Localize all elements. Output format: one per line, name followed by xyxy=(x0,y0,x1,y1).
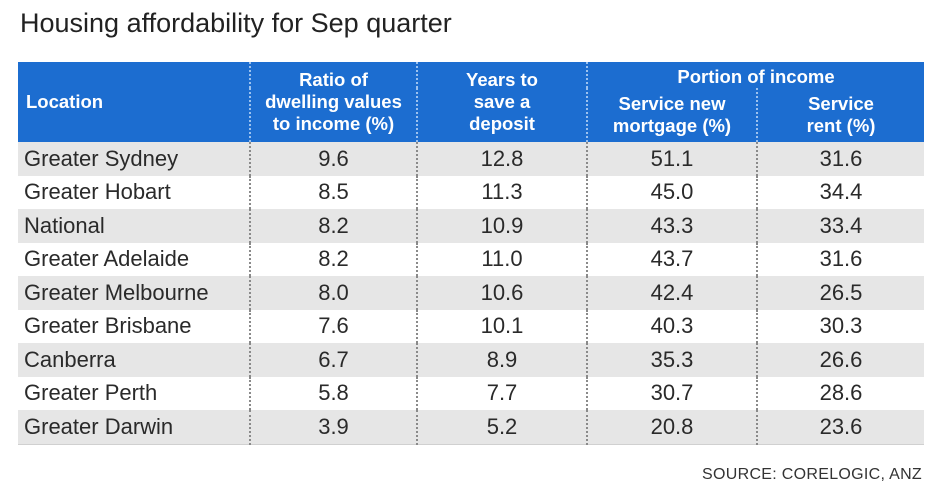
cell-years: 10.1 xyxy=(416,309,587,343)
cell-ratio: 5.8 xyxy=(249,376,417,410)
cell-ratio: 7.6 xyxy=(249,309,417,343)
header-mortgage-line-1: Service new xyxy=(618,93,726,114)
cell-mortgage: 45.0 xyxy=(586,175,757,209)
table-row: Greater Melbourne 8.0 10.6 42.4 26.5 xyxy=(18,276,924,310)
cell-rent: 31.6 xyxy=(756,242,924,276)
cell-location: National xyxy=(18,209,250,243)
affordability-table: Location Ratio of dwelling values to inc… xyxy=(18,62,924,445)
cell-ratio: 8.2 xyxy=(249,209,417,243)
cell-years: 11.3 xyxy=(416,175,587,209)
header-years-line-1: Years to xyxy=(466,69,538,90)
chart-title: Housing affordability for Sep quarter xyxy=(20,8,452,38)
cell-location: Greater Darwin xyxy=(18,410,250,445)
cell-rent: 23.6 xyxy=(756,410,924,445)
header-mortgage-line-2: mortgage (%) xyxy=(612,115,732,136)
table-row: Greater Darwin 3.9 5.2 20.8 23.6 xyxy=(18,410,924,445)
header-rent-line-1: Service xyxy=(808,93,874,114)
cell-rent: 34.4 xyxy=(756,175,924,209)
header-mortgage: Service new mortgage (%) xyxy=(586,88,757,142)
header-portion-of-income: Portion of income xyxy=(586,62,924,88)
cell-rent: 33.4 xyxy=(756,209,924,243)
header-location: Location xyxy=(18,62,250,142)
cell-years: 10.9 xyxy=(416,209,587,243)
cell-mortgage: 35.3 xyxy=(586,343,757,377)
source-note: SOURCE: CORELOGIC, ANZ xyxy=(702,466,922,483)
cell-ratio: 9.6 xyxy=(249,142,417,176)
table-row: Canberra 6.7 8.9 35.3 26.6 xyxy=(18,343,924,377)
table-row: National 8.2 10.9 43.3 33.4 xyxy=(18,209,924,243)
cell-ratio: 3.9 xyxy=(249,410,417,445)
cell-ratio: 6.7 xyxy=(249,343,417,377)
header-ratio-line-2: dwelling values xyxy=(265,91,402,112)
table-row: Greater Perth 5.8 7.7 30.7 28.6 xyxy=(18,376,924,410)
cell-years: 12.8 xyxy=(416,142,587,176)
table-row: Greater Adelaide 8.2 11.0 43.7 31.6 xyxy=(18,242,924,276)
cell-location: Greater Hobart xyxy=(18,175,250,209)
cell-location: Greater Brisbane xyxy=(18,309,250,343)
cell-location: Canberra xyxy=(18,343,250,377)
table-row: Greater Sydney 9.6 12.8 51.1 31.6 xyxy=(18,142,924,176)
cell-mortgage: 20.8 xyxy=(586,410,757,445)
table-body: Greater Sydney 9.6 12.8 51.1 31.6 Greater Hob… xyxy=(18,142,924,445)
table-row: Greater Brisbane 7.6 10.1 40.3 30.3 xyxy=(18,309,924,343)
cell-ratio: 8.5 xyxy=(249,175,417,209)
cell-mortgage: 51.1 xyxy=(586,142,757,176)
cell-mortgage: 40.3 xyxy=(586,309,757,343)
cell-rent: 31.6 xyxy=(756,142,924,176)
header-ratio-line-3: to income (%) xyxy=(272,113,395,134)
cell-years: 7.7 xyxy=(416,376,587,410)
cell-rent: 30.3 xyxy=(756,309,924,343)
cell-rent: 26.5 xyxy=(756,276,924,310)
table-row: Greater Hobart 8.5 11.3 45.0 34.4 xyxy=(18,175,924,209)
table-header: Location Ratio of dwelling values to inc… xyxy=(18,62,924,142)
header-years-line-3: deposit xyxy=(469,113,535,134)
cell-ratio: 8.0 xyxy=(249,276,417,310)
cell-rent: 28.6 xyxy=(756,376,924,410)
cell-ratio: 8.2 xyxy=(249,242,417,276)
cell-mortgage: 42.4 xyxy=(586,276,757,310)
cell-location: Greater Melbourne xyxy=(18,276,250,310)
cell-rent: 26.6 xyxy=(756,343,924,377)
cell-mortgage: 43.3 xyxy=(586,209,757,243)
header-years-line-2: save a xyxy=(473,91,531,112)
cell-years: 11.0 xyxy=(416,242,587,276)
header-rent: Service rent (%) xyxy=(756,88,924,142)
cell-location: Greater Sydney xyxy=(18,142,250,176)
header-years: Years to save a deposit xyxy=(416,62,587,142)
cell-location: Greater Perth xyxy=(18,376,250,410)
header-ratio: Ratio of dwelling values to income (%) xyxy=(249,62,417,142)
header-rent-line-2: rent (%) xyxy=(806,115,876,136)
cell-years: 10.6 xyxy=(416,276,587,310)
cell-years: 5.2 xyxy=(416,410,587,445)
cell-years: 8.9 xyxy=(416,343,587,377)
header-ratio-line-1: Ratio of xyxy=(299,69,368,90)
cell-mortgage: 30.7 xyxy=(586,376,757,410)
cell-mortgage: 43.7 xyxy=(586,242,757,276)
cell-location: Greater Adelaide xyxy=(18,242,250,276)
